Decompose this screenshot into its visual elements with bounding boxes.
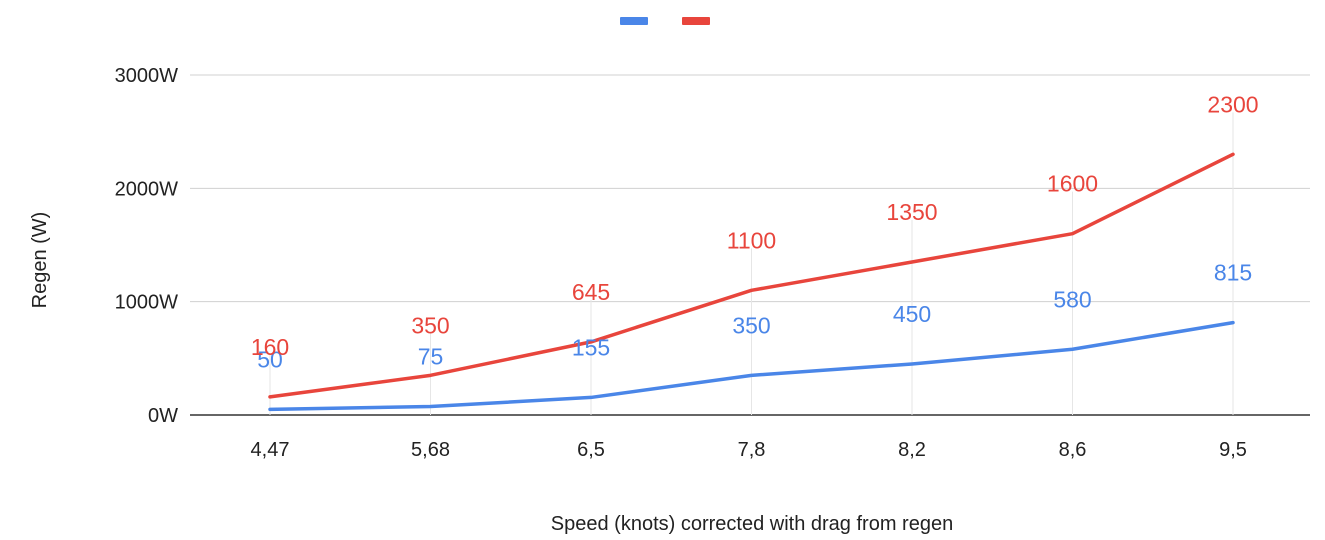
legend-swatch-series-1 xyxy=(620,17,648,25)
x-tick-label: 4,47 xyxy=(251,439,290,461)
data-label-series-2: 1350 xyxy=(886,199,937,225)
x-tick-label: 6,5 xyxy=(577,439,605,461)
y-tick-label: 1000W xyxy=(115,292,178,314)
data-label-series-2: 645 xyxy=(572,279,610,305)
data-label-series-1: 155 xyxy=(572,334,610,360)
data-label-series-1: 75 xyxy=(418,344,444,370)
y-axis-ticks: 0W 1000W 2000W 3000W xyxy=(115,65,178,427)
y-tick-label: 0W xyxy=(148,405,178,427)
data-label-series-2: 2300 xyxy=(1207,91,1258,117)
x-tick-label: 8,2 xyxy=(898,439,926,461)
data-label-series-2: 350 xyxy=(411,312,449,338)
series-line-2 xyxy=(268,152,1235,399)
y-tick-label: 3000W xyxy=(115,65,178,87)
series-lines xyxy=(268,152,1235,412)
x-tick-label: 7,8 xyxy=(738,439,766,461)
data-label-series-2: 1600 xyxy=(1047,171,1098,197)
data-label-series-2: 1100 xyxy=(727,227,776,253)
data-labels: 50 75 155 350 450 580 815 160 350 645 1100 1350 1600… xyxy=(251,91,1259,372)
data-label-series-2: 160 xyxy=(251,334,289,360)
y-axis-title: Regen (W) xyxy=(29,212,51,309)
gridlines xyxy=(190,74,1310,416)
data-label-series-1: 450 xyxy=(893,301,931,327)
x-axis-ticks: 4,47 5,68 6,5 7,8 8,2 8,6 9,5 xyxy=(251,439,1247,461)
data-label-series-1: 350 xyxy=(732,312,770,338)
data-label-series-1: 50 xyxy=(257,346,283,372)
series-line-1 xyxy=(268,320,1235,412)
data-label-series-1: 815 xyxy=(1214,260,1252,286)
x-tick-label: 8,6 xyxy=(1059,439,1087,461)
x-axis-title: Speed (knots) corrected with drag from r… xyxy=(551,513,953,535)
x-tick-label: 5,68 xyxy=(411,439,450,461)
legend-swatch-series-2 xyxy=(682,17,710,25)
label-guides xyxy=(269,112,1234,415)
x-tick-label: 9,5 xyxy=(1219,439,1247,461)
data-label-series-1: 580 xyxy=(1053,286,1091,312)
y-tick-label: 2000W xyxy=(115,178,178,200)
legend xyxy=(620,17,710,25)
